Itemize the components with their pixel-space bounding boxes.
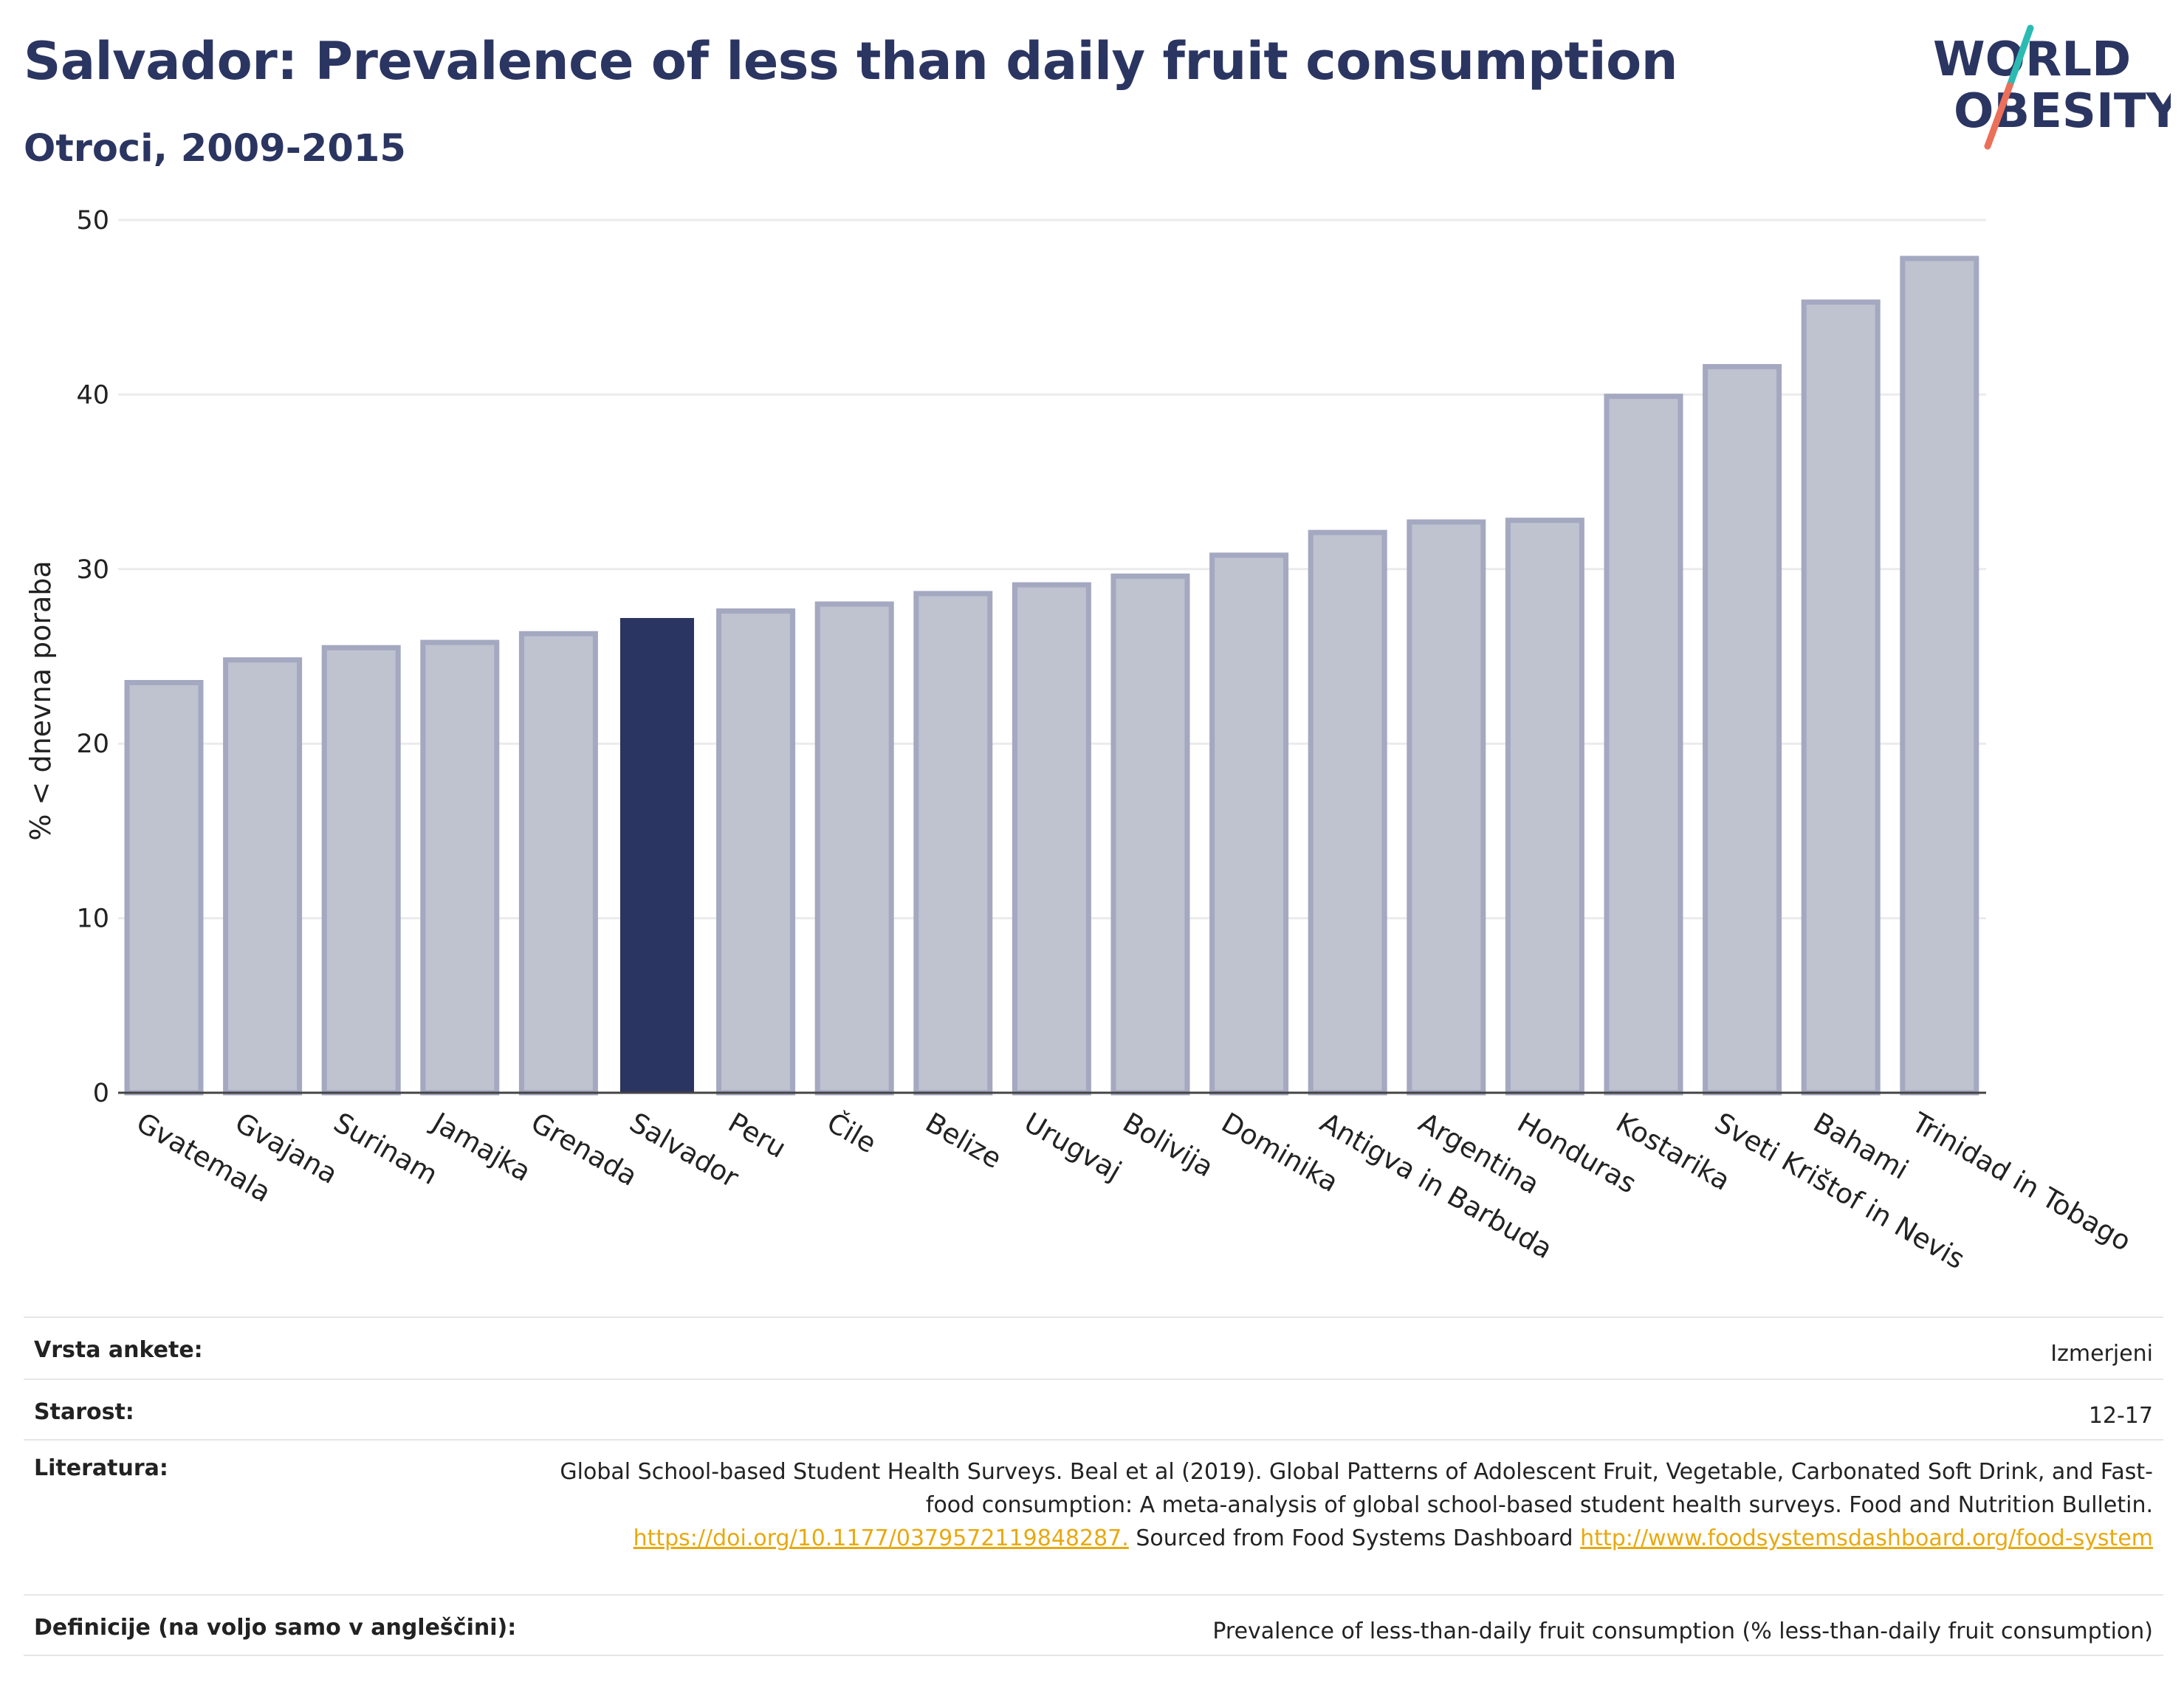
age-label: Starost: (34, 1399, 134, 1425)
x-tick-label: Bolivija (1118, 1107, 1219, 1184)
bar-5 (620, 617, 694, 1093)
bar-0 (124, 679, 204, 1096)
bar-chart: 0 10 20 30 40 50 GvatemalaGvajanaSurinamJamaj… (24, 206, 2137, 1276)
bar-14 (1505, 518, 1584, 1096)
bar-6 (716, 608, 796, 1096)
bars (124, 255, 1979, 1096)
literature-value: Global School-based Student Health Surve… (514, 1455, 2153, 1555)
literature-source-text: Sourced from Food Systems Dashboard (1136, 1525, 1573, 1551)
x-axis-labels: GvatemalaGvajanaSurinamJamajkaGrenadaSal… (131, 1106, 2137, 1276)
bar-16 (1703, 364, 1782, 1096)
x-tick-label: Jamajka (426, 1106, 537, 1188)
bar-8 (913, 591, 993, 1096)
logo-slash-coral (1984, 82, 2013, 150)
bar-9 (1012, 582, 1091, 1096)
x-tick-label: Salvador (625, 1107, 745, 1195)
bar-3 (420, 639, 500, 1096)
x-tick-label: Peru (723, 1107, 791, 1164)
x-tick-label: Belize (920, 1107, 1007, 1175)
y-tick-label: 10 (76, 904, 109, 934)
definitions-label: Definicije (na voljo samo v angleščini): (34, 1615, 517, 1641)
survey-type-value: Izmerjeni (2050, 1341, 2153, 1367)
bar-11 (1209, 552, 1289, 1096)
world-obesity-logo: WORLD OBESITY (1933, 24, 2171, 150)
bar-7 (814, 601, 894, 1096)
bar-15 (1604, 394, 1683, 1096)
bar-17 (1801, 299, 1881, 1096)
x-tick-label: Čile (822, 1106, 882, 1160)
x-tick-label: Surinam (329, 1107, 443, 1192)
info-row-literature: Literatura: Global School-based Student … (24, 1439, 2163, 1594)
survey-type-label: Vrsta ankete: (34, 1337, 203, 1363)
literature-text: Global School-based Student Health Surve… (560, 1459, 2153, 1518)
logo-slash-teal (2006, 24, 2034, 89)
bar-18 (1900, 255, 1979, 1096)
y-tick-label: 20 (76, 729, 109, 759)
info-table: Vrsta ankete: Izmerjeni Starost: 12-17 L… (24, 1316, 2163, 1656)
logo-text-world: WORLD (1933, 32, 2131, 87)
y-tick-label: 0 (93, 1079, 109, 1108)
doi-link[interactable]: https://doi.org/10.1177/0379572119848287… (633, 1525, 1129, 1551)
age-value: 12-17 (2088, 1403, 2153, 1429)
bar-12 (1308, 529, 1387, 1096)
info-row-definitions: Definicije (na voljo samo v angleščini):… (24, 1594, 2163, 1656)
y-tick-label: 40 (76, 380, 109, 410)
y-axis-title: % < dnevna poraba (24, 560, 57, 840)
literature-label: Literatura: (34, 1455, 168, 1481)
definitions-value: Prevalence of less-than-daily fruit cons… (1212, 1618, 2153, 1644)
y-tick-label: 50 (76, 206, 109, 236)
x-tick-label: Urugvaj (1019, 1107, 1127, 1187)
y-tick-label: 30 (76, 555, 109, 585)
info-row-survey: Vrsta ankete: Izmerjeni (24, 1316, 2163, 1379)
chart-title: Salvador: Prevalence of less than daily … (24, 31, 1678, 92)
bar-2 (321, 645, 401, 1096)
bar-13 (1407, 519, 1486, 1096)
info-row-age: Starost: 12-17 (24, 1379, 2163, 1439)
y-axis-ticks: 0 10 20 30 40 50 (76, 206, 109, 1108)
bar-4 (518, 631, 598, 1096)
logo-text-obesity: OBESITY (1954, 84, 2171, 139)
chart-subtitle: Otroci, 2009-2015 (24, 127, 406, 171)
x-tick-label: Grenada (526, 1107, 642, 1192)
bar-1 (223, 657, 303, 1096)
bar-10 (1110, 573, 1190, 1096)
food-systems-link[interactable]: http://www.foodsystemsdashboard.org/food… (1580, 1525, 2153, 1551)
